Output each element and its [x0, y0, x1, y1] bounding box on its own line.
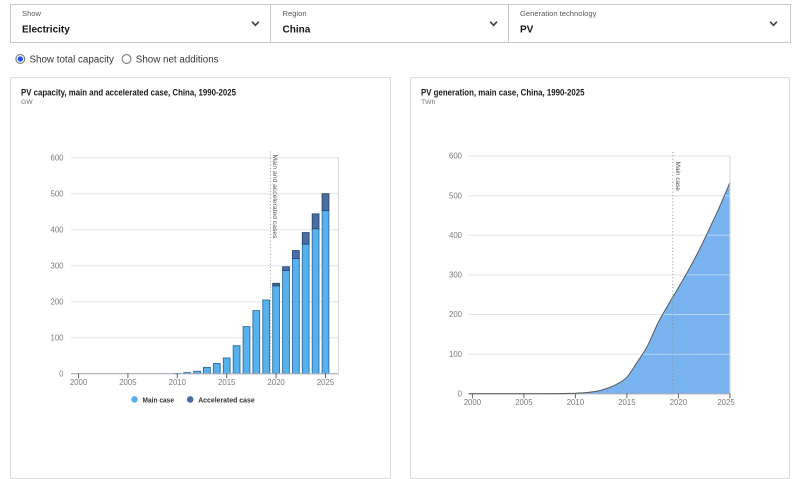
svg-text:2010: 2010 — [169, 378, 187, 387]
svg-text:PV capacity, main and accelera: PV capacity, main and accelerated case, … — [21, 87, 236, 97]
svg-text:PV generation, main case, Chin: PV generation, main case, China, 1990-20… — [421, 87, 585, 97]
svg-text:100: 100 — [449, 350, 463, 359]
svg-text:2020: 2020 — [267, 378, 285, 387]
svg-text:500: 500 — [50, 189, 64, 198]
svg-text:100: 100 — [50, 333, 64, 342]
svg-text:GW: GW — [21, 99, 33, 106]
svg-text:0: 0 — [59, 369, 64, 378]
svg-text:600: 600 — [449, 152, 463, 161]
svg-text:Show net additions: Show net additions — [136, 55, 219, 66]
svg-text:2005: 2005 — [515, 398, 533, 407]
svg-text:2025: 2025 — [317, 378, 335, 387]
svg-text:2005: 2005 — [119, 378, 137, 387]
svg-text:300: 300 — [449, 271, 463, 280]
svg-text:200: 200 — [50, 297, 64, 306]
svg-text:TWh: TWh — [421, 99, 436, 106]
svg-text:Generation technology: Generation technology — [520, 9, 597, 18]
svg-text:Accelerated case: Accelerated case — [198, 395, 255, 404]
svg-text:400: 400 — [50, 225, 64, 234]
svg-text:PV: PV — [520, 24, 534, 35]
svg-text:400: 400 — [449, 231, 463, 240]
svg-text:2000: 2000 — [70, 378, 88, 387]
svg-text:2015: 2015 — [218, 378, 236, 387]
svg-text:2015: 2015 — [618, 398, 636, 407]
svg-text:2010: 2010 — [567, 398, 585, 407]
svg-text:200: 200 — [449, 310, 463, 319]
svg-text:Main and accelerated cases: Main and accelerated cases — [271, 155, 278, 240]
svg-text:0: 0 — [458, 390, 463, 399]
svg-text:Show: Show — [22, 9, 42, 18]
svg-text:Main case: Main case — [143, 395, 175, 404]
svg-text:2000: 2000 — [464, 398, 482, 407]
svg-text:500: 500 — [449, 191, 463, 200]
svg-text:Show total capacity: Show total capacity — [30, 55, 115, 66]
svg-text:Region: Region — [283, 9, 307, 18]
svg-text:600: 600 — [50, 153, 64, 162]
svg-text:Electricity: Electricity — [22, 24, 70, 35]
svg-text:Main case: Main case — [674, 162, 681, 192]
svg-text:2020: 2020 — [670, 398, 688, 407]
svg-text:2025: 2025 — [717, 398, 735, 407]
svg-text:300: 300 — [50, 261, 64, 270]
svg-text:China: China — [283, 24, 311, 35]
